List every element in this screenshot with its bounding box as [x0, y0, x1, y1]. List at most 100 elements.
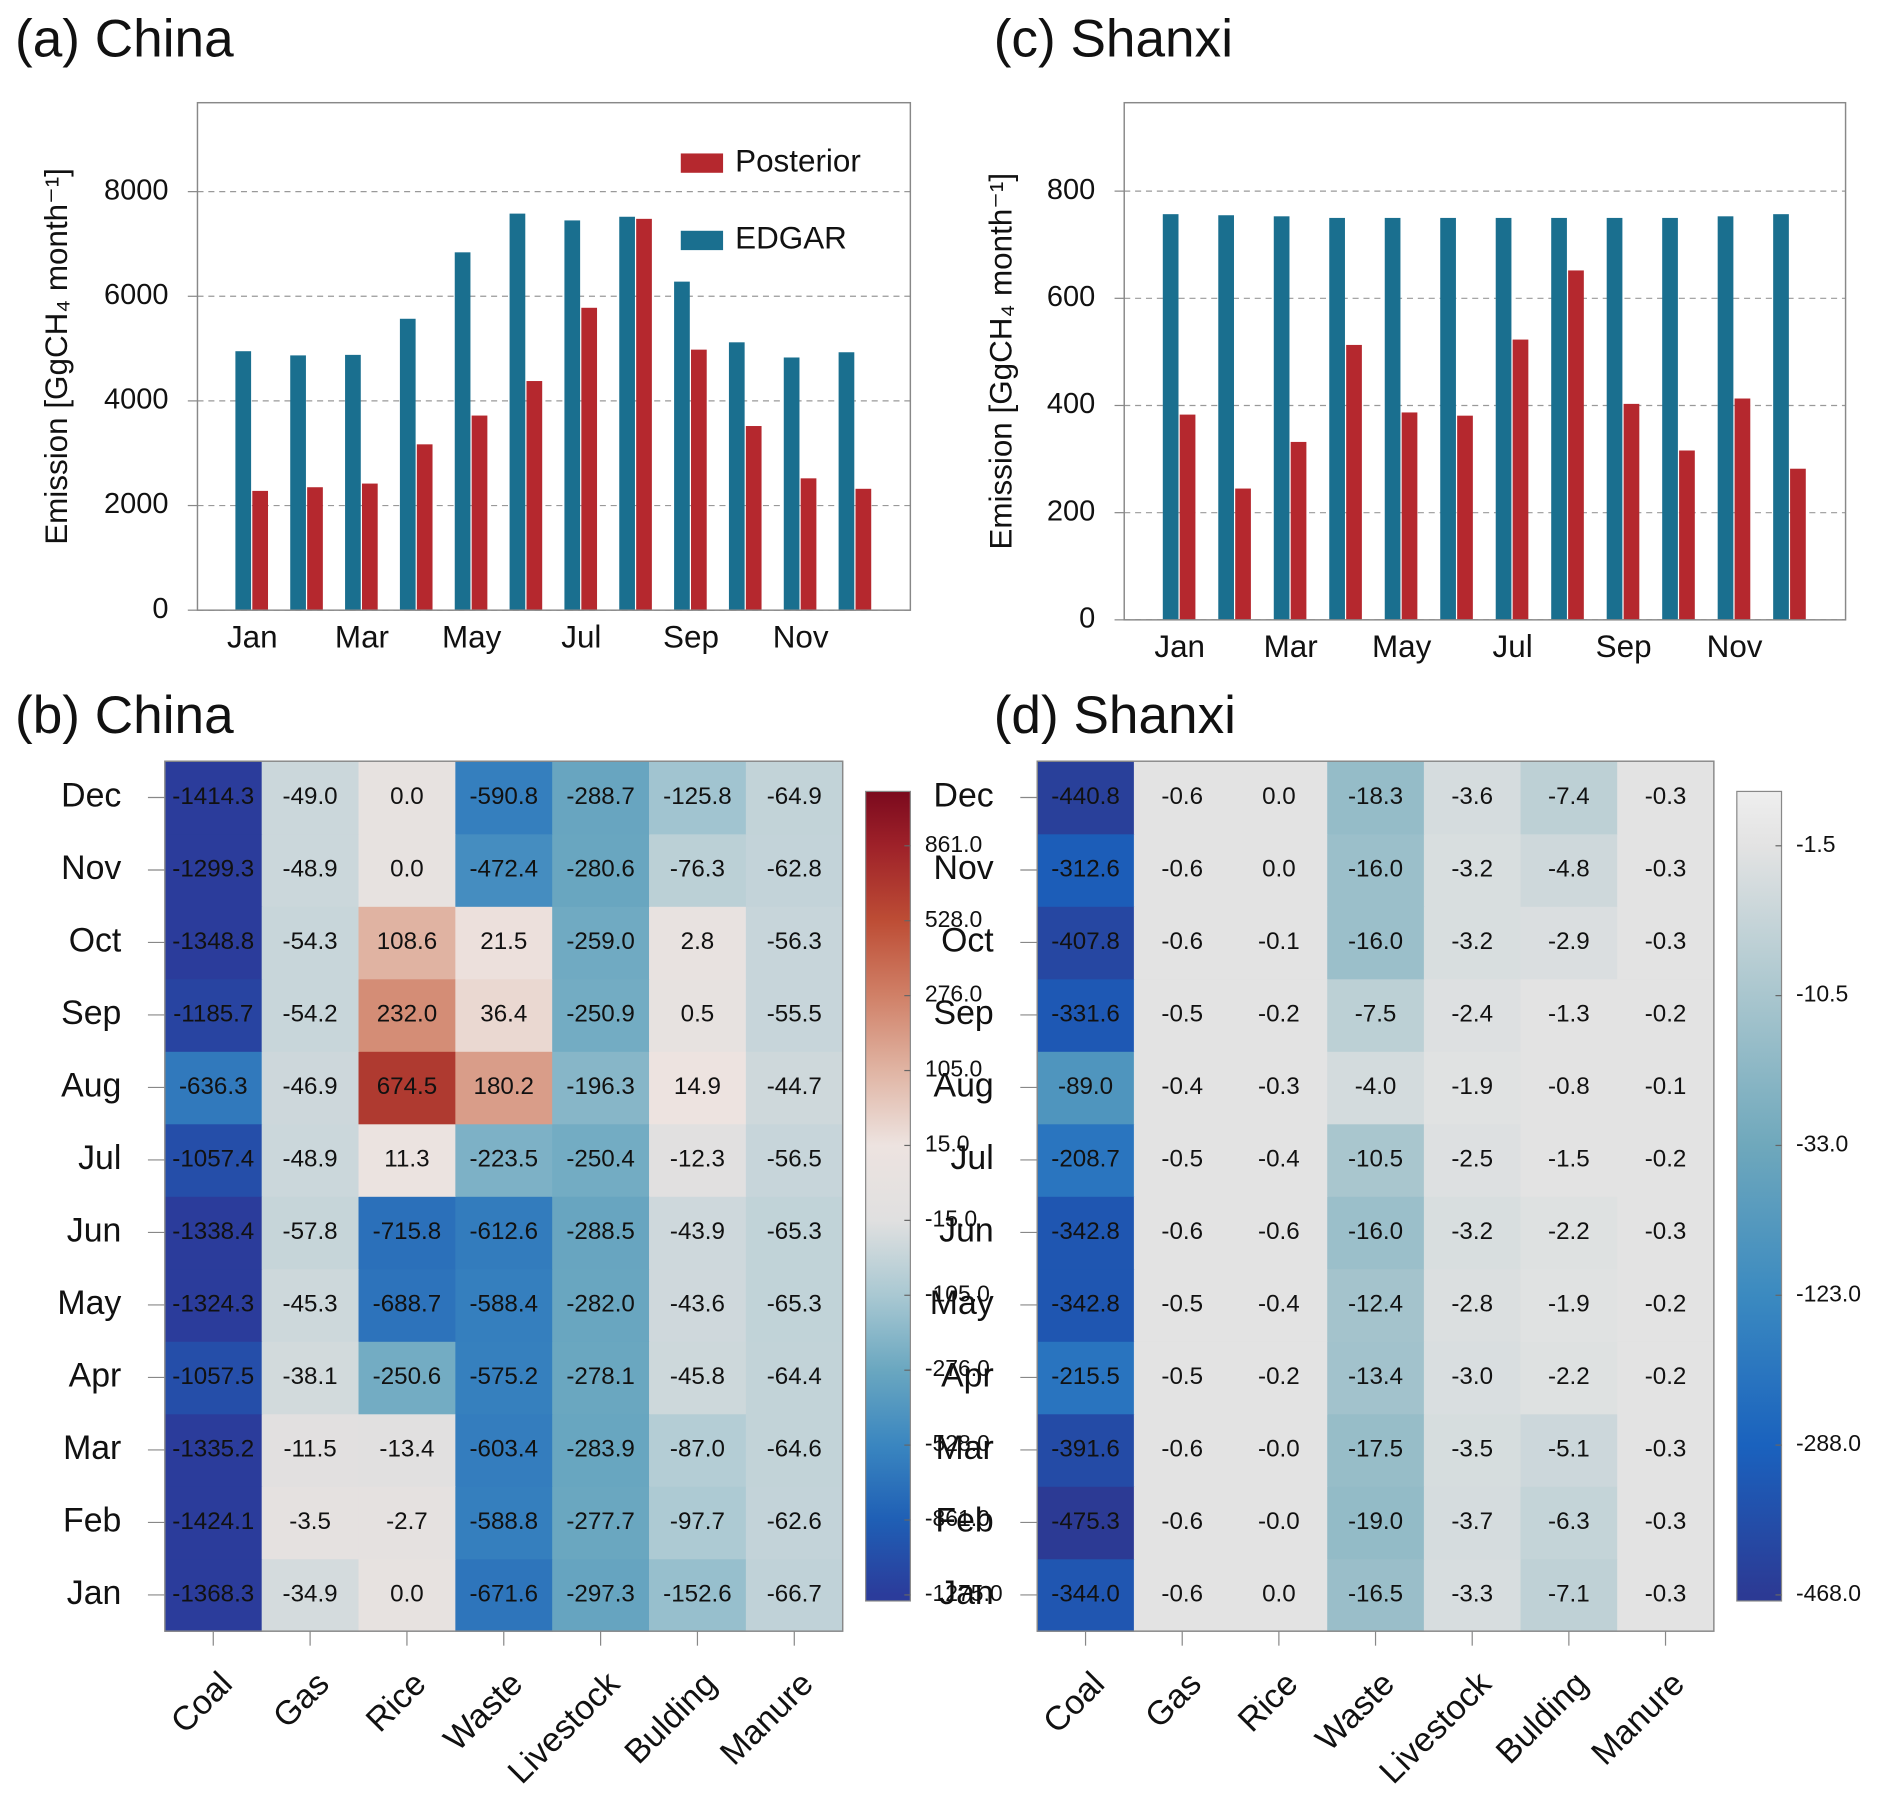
cell-label: -636.3: [179, 1073, 247, 1100]
cell-label: -12.4: [1348, 1290, 1403, 1317]
x-tick-label: Mar: [1264, 629, 1318, 664]
bar: [691, 349, 707, 611]
bar: [1717, 216, 1734, 620]
x-tick-label: Sep: [663, 619, 719, 654]
heatmap-cell: [552, 1486, 650, 1560]
heatmap-cell: [649, 1486, 747, 1560]
legend-label: Posterior: [735, 143, 861, 178]
cell-label: -0.3: [1258, 1073, 1300, 1100]
y-axis-label: Emission [GgCH₄ month⁻¹]: [984, 173, 1019, 550]
heatmap-cell: [1230, 1341, 1328, 1415]
colorbar-tick-label: -288.0: [1796, 1430, 1861, 1456]
heatmap-cell: [358, 833, 456, 907]
cell-label: -64.4: [767, 1363, 822, 1390]
bar: [1512, 339, 1529, 620]
cell-label: -10.5: [1348, 1145, 1403, 1172]
heatmap-cell: [1327, 978, 1425, 1052]
heatmap-cell: [164, 1486, 263, 1560]
heatmap-cell: [1423, 1413, 1522, 1487]
heatmap-cell: [1230, 978, 1328, 1052]
cell-label: -344.0: [1051, 1580, 1120, 1607]
cell-label: -0.2: [1645, 1363, 1687, 1390]
col-label: Gas: [1138, 1665, 1209, 1736]
bar: [1218, 215, 1234, 620]
cell-label: -0.6: [1161, 855, 1203, 882]
row-label: Feb: [935, 1501, 993, 1539]
col-label: Bulding: [1489, 1665, 1596, 1772]
row-label: Sep: [61, 994, 121, 1032]
heatmap-cell: [649, 1413, 747, 1487]
heatmap-cell: [261, 1558, 360, 1632]
cell-label: 674.5: [377, 1073, 437, 1100]
cell-label: -45.3: [283, 1290, 338, 1317]
cell-label: -44.7: [767, 1073, 822, 1100]
cell-label: 0.0: [1262, 783, 1296, 810]
heatmap-cell: [261, 978, 360, 1052]
col-label: Rice: [1231, 1665, 1306, 1740]
colorbar-tick-label: 861.0: [925, 831, 982, 857]
bar: [674, 281, 690, 611]
cell-label: -0.6: [1161, 783, 1203, 810]
cell-label: 180.2: [474, 1073, 534, 1100]
x-tick-label: May: [442, 619, 502, 654]
cell-label: -64.9: [767, 783, 822, 810]
heatmap-cell: [164, 1196, 263, 1270]
heatmap-cell: [1037, 1341, 1135, 1415]
col-label: Coal: [164, 1665, 240, 1741]
cell-label: -16.0: [1348, 928, 1403, 955]
row-label: Oct: [69, 921, 122, 959]
col-label: Coal: [1036, 1665, 1112, 1741]
bar: [619, 216, 635, 611]
x-tick-label: Nov: [1707, 629, 1763, 664]
heatmap-cell: [358, 978, 456, 1052]
heatmap-cell: [261, 761, 360, 835]
heatmap-cell: [649, 1051, 747, 1125]
heatmap-cell: [1327, 906, 1425, 980]
heatmap-cell: [1327, 761, 1425, 835]
cell-label: -407.8: [1051, 928, 1120, 955]
heatmap-cell: [1617, 1051, 1715, 1125]
cell-label: -2.5: [1451, 1145, 1493, 1172]
row-label: Jul: [950, 1139, 993, 1177]
y-tick-label: 400: [1047, 388, 1095, 420]
heatmap-cell: [1230, 1413, 1328, 1487]
bar: [252, 490, 269, 611]
heatmap-cell: [552, 906, 650, 980]
heatmap-cell: [1617, 1413, 1715, 1487]
cell-label: -7.4: [1548, 783, 1590, 810]
cell-label: -1.9: [1451, 1073, 1493, 1100]
cell-label: -1057.4: [172, 1145, 254, 1172]
colorbar-tick-label: 15.0: [925, 1131, 970, 1157]
heatmap-cell: [745, 1196, 844, 1270]
bar: [564, 220, 581, 611]
bar: [800, 478, 817, 611]
cell-label: -331.6: [1051, 1000, 1120, 1027]
cell-label: -0.2: [1645, 1290, 1687, 1317]
cell-label: -288.5: [566, 1218, 635, 1245]
row-label: Aug: [61, 1066, 121, 1104]
heatmap-cell: [261, 1486, 360, 1560]
colorbar-tick-label: -861.0: [925, 1505, 990, 1531]
cell-label: -0.6: [1161, 1218, 1203, 1245]
heatmap-cell: [552, 1123, 650, 1197]
heatmap-cell: [649, 761, 747, 835]
heatmap-cell: [261, 833, 360, 907]
heatmap-cell: [358, 1558, 456, 1632]
colorbar-tick-label: -105.0: [925, 1280, 990, 1306]
colorbar-tick-label: -10.5: [1796, 981, 1848, 1007]
cell-label: -575.2: [470, 1363, 539, 1390]
bar: [1384, 217, 1401, 620]
heatmap-cell: [455, 978, 553, 1052]
heatmap-cell: [552, 761, 650, 835]
heatmap-cell: [1423, 1051, 1522, 1125]
col-label: Waste: [1308, 1665, 1402, 1759]
heatmap-cell: [455, 1558, 553, 1632]
heatmap-cell: [1520, 833, 1618, 907]
heatmap-cell: [552, 1051, 650, 1125]
heatmap-cell: [1230, 1486, 1328, 1560]
bar: [1235, 488, 1251, 620]
heatmap-cell: [1617, 1341, 1715, 1415]
col-label: Gas: [266, 1665, 337, 1736]
bar: [838, 352, 855, 611]
heatmap-cell: [358, 761, 456, 835]
